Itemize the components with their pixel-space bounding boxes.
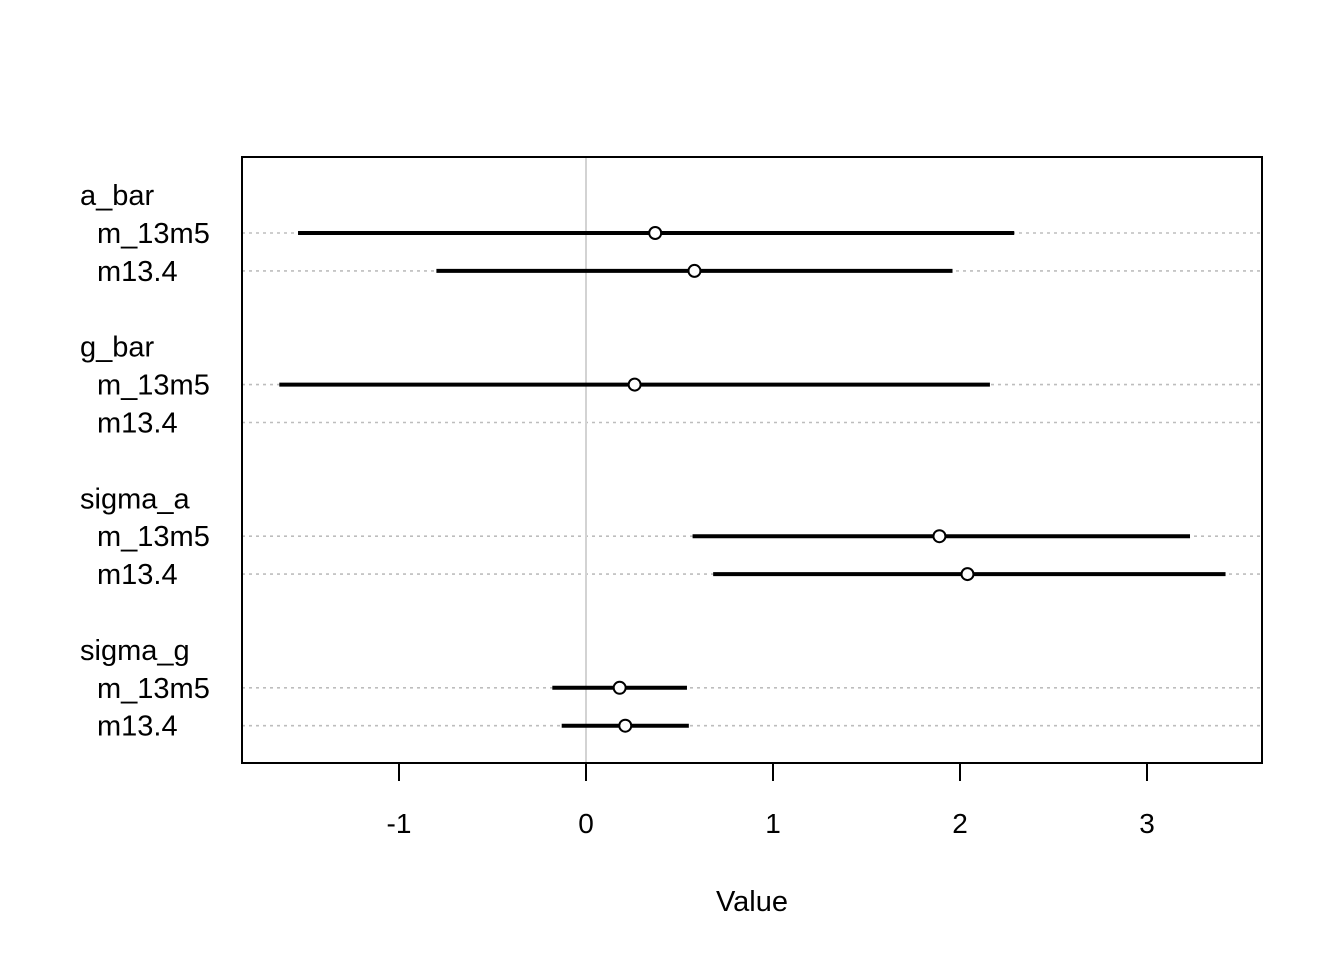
group-label: g_bar xyxy=(80,332,155,364)
row-label: m_13m5 xyxy=(97,673,210,705)
row-label: m13.4 xyxy=(97,711,178,743)
row-label: m13.4 xyxy=(97,256,178,288)
x-tick-label: 1 xyxy=(765,808,781,839)
point-estimate xyxy=(932,529,947,544)
point-estimate xyxy=(627,377,642,392)
x-tick-label: 2 xyxy=(952,808,968,839)
x-tick-label: 0 xyxy=(578,808,594,839)
point-estimate xyxy=(648,226,663,240)
row-label: m_13m5 xyxy=(97,370,210,402)
plot-frame xyxy=(241,156,1263,764)
group-label: sigma_a xyxy=(80,483,190,515)
x-axis: -1 0 1 2 3 xyxy=(387,762,1155,839)
row-label: m_13m5 xyxy=(97,521,210,553)
row-label: m13.4 xyxy=(97,408,178,440)
group-label: sigma_g xyxy=(80,635,190,667)
point-estimates xyxy=(612,226,975,733)
x-tick-label: 3 xyxy=(1139,808,1155,839)
x-axis-title: Value xyxy=(716,886,788,918)
group-label: a_bar xyxy=(80,180,155,212)
intervals xyxy=(279,231,1226,728)
x-tick-label: -1 xyxy=(387,808,412,839)
point-estimate xyxy=(612,680,627,695)
row-guides xyxy=(242,232,1262,727)
point-estimate xyxy=(960,567,975,582)
point-estimate xyxy=(687,263,702,278)
row-label: m_13m5 xyxy=(97,218,210,250)
row-label: m13.4 xyxy=(97,559,178,591)
point-estimate xyxy=(618,718,633,733)
row-labels: a_barm_13m5m13.4g_barm_13m5m13.4sigma_am… xyxy=(80,180,210,743)
